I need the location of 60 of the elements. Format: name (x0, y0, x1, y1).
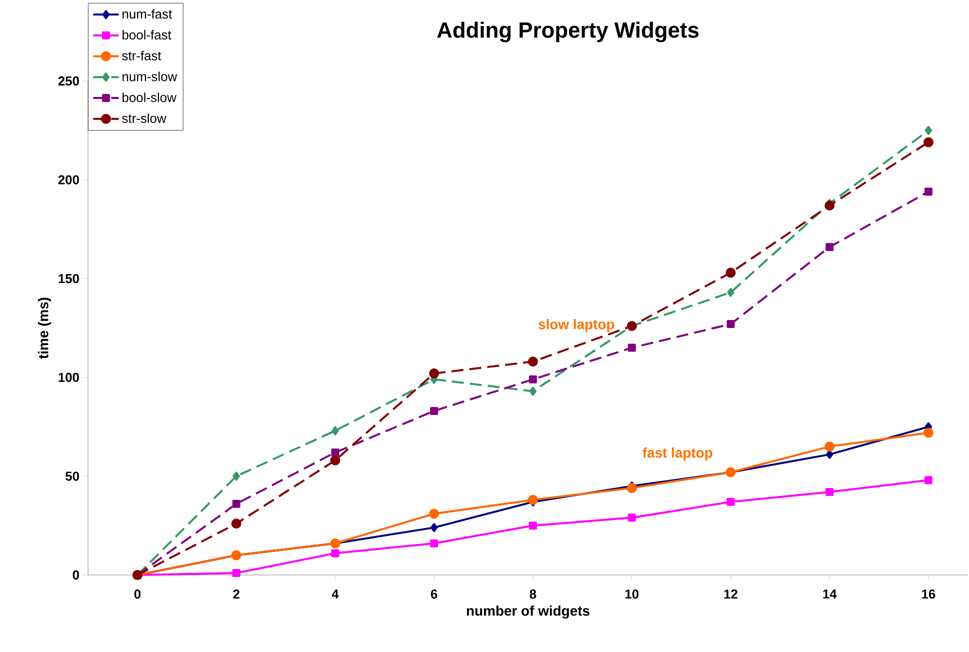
legend-label: num-slow (122, 72, 178, 82)
point (628, 344, 636, 352)
legend-label: str-slow (122, 113, 166, 123)
legend-label: bool-fast (122, 30, 172, 40)
point (824, 200, 835, 210)
point (924, 188, 932, 196)
point (626, 483, 637, 494)
point (924, 126, 932, 135)
x-tick-label: 16 (922, 590, 936, 599)
point (726, 268, 736, 278)
point (332, 426, 339, 436)
point (528, 356, 538, 367)
y-tick-label: 0 (72, 570, 79, 580)
point (430, 523, 438, 532)
point (826, 242, 834, 251)
point (529, 386, 537, 396)
point (628, 514, 636, 522)
point (923, 137, 934, 148)
point (429, 368, 440, 378)
point (331, 448, 340, 456)
x-tick-label: 8 (530, 590, 536, 599)
annotation: slow laptop (538, 319, 614, 332)
point (528, 522, 537, 530)
x-tick-label: 12 (724, 590, 738, 599)
point (331, 549, 340, 558)
point (528, 494, 538, 505)
point (430, 539, 438, 548)
y-axis-title: time (ms) (38, 298, 52, 359)
chart-title: Adding Property Widgets (437, 22, 699, 42)
y-tick-label: 100 (58, 372, 79, 382)
y-tick-label: 200 (58, 175, 79, 184)
point (232, 569, 240, 578)
point (923, 428, 934, 438)
point (429, 508, 440, 519)
y-tick-label: 50 (65, 472, 79, 481)
x-tick-label: 4 (332, 590, 339, 598)
point (824, 442, 835, 452)
x-tick-label: 0 (134, 590, 141, 599)
y-tick-label: 250 (58, 76, 79, 86)
y-tick-label: 150 (58, 274, 79, 284)
annotation: fast laptop (642, 447, 712, 460)
legend-label: num-fast (122, 9, 172, 19)
point (726, 320, 735, 328)
point (231, 518, 242, 529)
x-tick-label: 10 (625, 590, 638, 599)
point (528, 375, 537, 384)
legend-label: str-fast (122, 50, 162, 60)
x-tick-label: 6 (430, 590, 438, 599)
point (726, 498, 735, 506)
x-tick-label: 14 (823, 590, 837, 598)
legend-label: bool-slow (122, 92, 176, 102)
x-axis-title: number of widgets (466, 606, 590, 619)
point (924, 476, 932, 484)
point (430, 406, 438, 415)
point (330, 455, 340, 466)
point (232, 472, 240, 481)
point (826, 488, 834, 496)
point (232, 500, 240, 508)
x-tick-label: 2 (233, 590, 240, 599)
point (727, 288, 734, 297)
